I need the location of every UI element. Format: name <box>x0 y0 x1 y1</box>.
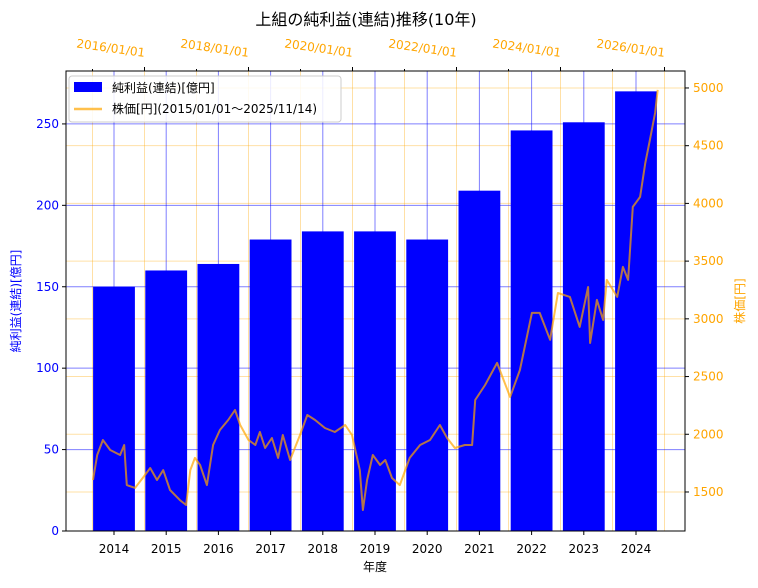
top-x-tick-label: 2016/01/01 <box>76 36 146 59</box>
y-right-tick-label: 4000 <box>693 196 724 210</box>
x-tick-label: 2019 <box>360 542 391 556</box>
bar-2018 <box>301 231 344 531</box>
y-right-tick-label: 2500 <box>693 370 724 384</box>
price-line-group <box>92 89 659 511</box>
y-right-tick-label: 2000 <box>693 427 724 441</box>
bar-2024 <box>615 91 657 532</box>
x-tick-label: 2017 <box>255 542 286 556</box>
legend: 純利益(連結)[億円] 株価[円](2015/01/01～2025/11/14) <box>68 75 342 123</box>
legend-bar-label: 純利益(連結)[億円] <box>112 81 215 95</box>
top-x-tick-label: 2020/01/01 <box>284 36 354 59</box>
x-tick-label: 2022 <box>516 542 547 556</box>
y-left-tick-label: 100 <box>36 361 59 375</box>
y-right-tick-label: 3000 <box>693 312 724 326</box>
bar-2015 <box>145 270 188 531</box>
top-x-tick-label: 2022/01/01 <box>388 36 458 59</box>
chart-title: 上組の純利益(連結)推移(10年) <box>255 10 476 29</box>
x-tick-label: 2024 <box>621 542 652 556</box>
x-tick-label: 2016 <box>203 542 234 556</box>
x-tick-label: 2020 <box>412 542 443 556</box>
bar-2016 <box>197 263 240 531</box>
legend-box <box>68 75 342 123</box>
legend-bar-swatch <box>74 82 102 92</box>
y-right-tick-label: 4500 <box>693 139 724 153</box>
bar-2017 <box>249 239 292 531</box>
x-tick-label: 2023 <box>569 542 600 556</box>
y-left-tick-label: 200 <box>36 198 59 212</box>
top-x-tick-label: 2024/01/01 <box>492 36 562 59</box>
x-axis-label: 年度 <box>363 559 387 574</box>
y-axis-right-label: 株価[円] <box>732 278 747 323</box>
top-x-tick-label: 2018/01/01 <box>180 36 250 59</box>
y-left-tick-label: 50 <box>44 443 59 457</box>
y-right-tick-label: 3500 <box>693 254 724 268</box>
y-right-tick-label: 1500 <box>693 485 724 499</box>
y-left-tick-label: 250 <box>36 117 59 131</box>
bar-2023 <box>562 122 605 531</box>
y-axis-left-label: 純利益(連結)[億円] <box>9 250 23 353</box>
top-x-tick-label: 2026/01/01 <box>596 36 666 59</box>
bar-2014 <box>93 286 135 531</box>
y-left-tick-label: 0 <box>51 524 59 538</box>
x-tick-label: 2014 <box>99 542 130 556</box>
x-tick-label: 2015 <box>151 542 182 556</box>
bar-2021 <box>458 190 501 532</box>
y-right-tick-label: 5000 <box>693 81 724 95</box>
legend-line-label: 株価[円](2015/01/01～2025/11/14) <box>112 101 317 116</box>
x-tick-label: 2018 <box>308 542 339 556</box>
x-tick-label: 2021 <box>464 542 495 556</box>
y-left-tick-label: 150 <box>36 280 59 294</box>
price-line <box>92 89 659 511</box>
bars <box>93 91 657 532</box>
bar-2020 <box>406 239 449 531</box>
